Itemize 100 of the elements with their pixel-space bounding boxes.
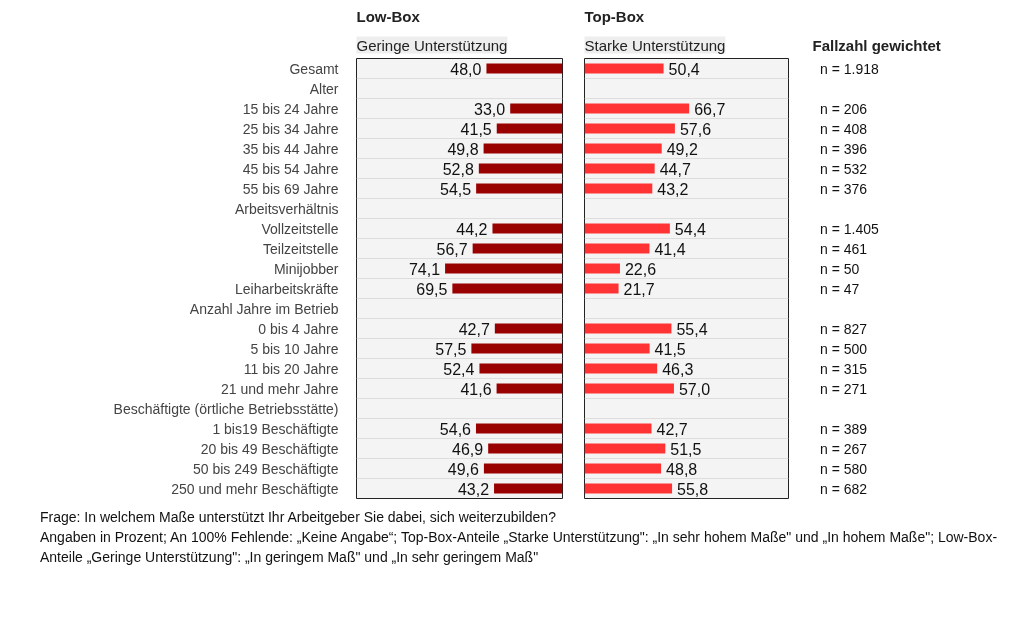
y-tick-label: 55 bis 69 Jahre xyxy=(242,180,339,197)
bar xyxy=(584,383,674,394)
data-label: 57,6 xyxy=(679,120,712,138)
bar xyxy=(584,263,620,274)
text: n = 396 xyxy=(820,140,868,157)
data-label: 42,7 xyxy=(458,320,490,338)
bar xyxy=(452,283,563,294)
y-tick-label: Arbeitsverhältnis xyxy=(235,200,339,217)
data-label: 46,3 xyxy=(662,360,694,378)
data-label: 42,7 xyxy=(656,420,688,438)
text: n = 500 xyxy=(820,340,868,357)
bar xyxy=(584,123,675,134)
y-tick-label: Vollzeitstelle xyxy=(261,220,339,237)
chart-subtitle: Starke Unterstützung xyxy=(584,36,726,54)
bar xyxy=(584,283,619,294)
text: n = 389 xyxy=(820,420,868,437)
bar xyxy=(584,323,672,334)
text: n = 47 xyxy=(820,280,860,297)
bar xyxy=(584,343,650,354)
bar xyxy=(472,243,563,254)
text: n = 580 xyxy=(820,460,868,477)
bar xyxy=(496,383,563,394)
data-label: 52,8 xyxy=(442,160,474,178)
bar xyxy=(483,463,563,474)
data-label: 52,4 xyxy=(443,360,475,378)
text: n = 461 xyxy=(820,240,868,257)
data-label: 49,8 xyxy=(447,140,479,158)
bar xyxy=(483,143,563,154)
bar xyxy=(584,243,650,254)
data-label: 46,9 xyxy=(452,440,484,458)
bar xyxy=(584,423,652,434)
bar xyxy=(478,163,563,174)
bar xyxy=(584,443,666,454)
data-label: 69,5 xyxy=(416,280,448,298)
y-tick-label: 35 bis 44 Jahre xyxy=(242,140,339,157)
chart-title: Low-Box xyxy=(356,7,421,25)
data-label: 41,6 xyxy=(460,380,492,398)
data-label: 55,4 xyxy=(676,320,708,338)
y-tick-label: 50 bis 249 Beschäftigte xyxy=(192,460,339,477)
text: n = 206 xyxy=(820,100,868,117)
text: n = 376 xyxy=(820,180,868,197)
bar xyxy=(494,323,563,334)
data-label: 54,4 xyxy=(674,220,707,238)
bar xyxy=(510,103,563,114)
data-label: 54,6 xyxy=(439,420,472,438)
bar xyxy=(494,483,563,494)
data-label: 48,0 xyxy=(450,60,482,78)
bar xyxy=(584,183,653,194)
data-label: 54,5 xyxy=(440,180,472,198)
data-label: 41,5 xyxy=(654,340,686,358)
y-tick-label: Gesamt xyxy=(289,60,339,77)
bar xyxy=(584,363,658,374)
data-label: 33,0 xyxy=(474,100,506,118)
y-tick-label: 5 bis 10 Jahre xyxy=(250,340,339,357)
text: n = 1.405 xyxy=(820,220,879,237)
bar xyxy=(584,223,670,234)
bar xyxy=(475,423,563,434)
data-label: 55,8 xyxy=(677,480,709,498)
y-tick-label: 250 und mehr Beschäftigte xyxy=(171,480,339,497)
bar xyxy=(488,443,563,454)
bar xyxy=(476,183,563,194)
y-tick-label: 25 bis 34 Jahre xyxy=(242,120,339,137)
data-label: 66,7 xyxy=(694,100,726,118)
data-label: 43,2 xyxy=(657,180,689,198)
data-label: 44,2 xyxy=(456,220,488,238)
text: n = 408 xyxy=(820,120,868,137)
data-label: 57,5 xyxy=(435,340,467,358)
y-tick-label: 15 bis 24 Jahre xyxy=(242,100,339,117)
text: Fallzahl gewichtet xyxy=(812,36,941,54)
y-tick-label: 1 bis19 Beschäftigte xyxy=(212,420,339,437)
bar xyxy=(584,163,655,174)
data-label: 41,4 xyxy=(654,240,686,258)
data-label: 44,7 xyxy=(659,160,691,178)
y-tick-label: 45 bis 54 Jahre xyxy=(242,160,339,177)
data-label: 56,7 xyxy=(436,240,468,258)
y-tick-label: Minijobber xyxy=(273,260,339,277)
data-label: 43,2 xyxy=(457,480,490,498)
text: n = 827 xyxy=(820,320,868,337)
data-label: 50,4 xyxy=(668,60,700,78)
data-label: 57,0 xyxy=(678,380,711,398)
text: n = 682 xyxy=(820,480,868,497)
text: Frage: In welchem Maße unterstützt Ihr Arbeitgeber Sie dabei, sich weiterzubilden? xyxy=(40,508,557,527)
chart-subtitle: Geringe Unterstützung xyxy=(356,36,508,54)
y-tick-label: 21 und mehr Jahre xyxy=(220,380,339,397)
data-label: 41,5 xyxy=(460,120,492,138)
data-label: 49,6 xyxy=(447,460,479,478)
data-label: 48,8 xyxy=(666,460,698,478)
text: n = 267 xyxy=(820,440,868,457)
bar xyxy=(471,343,563,354)
y-tick-label: Beschäftigte (örtliche Betriebsstätte) xyxy=(113,400,339,417)
data-label: 49,2 xyxy=(666,140,698,158)
bar xyxy=(445,263,563,274)
bar xyxy=(584,143,662,154)
y-tick-label: Anzahl Jahre im Betrieb xyxy=(189,300,339,317)
text: n = 315 xyxy=(820,360,868,377)
y-tick-label: Teilzeitstelle xyxy=(263,240,339,257)
text: n = 271 xyxy=(820,380,868,397)
bar xyxy=(479,363,563,374)
y-tick-label: 11 bis 20 Jahre xyxy=(243,360,339,377)
y-tick-label: 0 bis 4 Jahre xyxy=(258,320,339,337)
